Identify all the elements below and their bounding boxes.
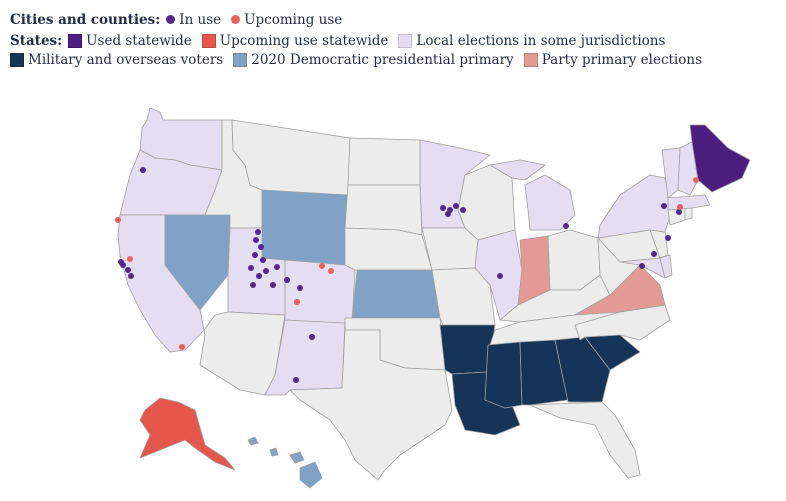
legend: Cities and counties: In use Upcoming use… [10,10,780,69]
local-elections-label: Local elections in some jurisdictions [416,32,666,49]
local-elections-swatch [398,33,413,48]
in-use-marker [255,229,261,235]
upcoming-use-marker [319,263,325,269]
upcoming-use-marker [677,204,683,210]
in-use-marker [258,244,264,250]
state-montana [231,119,351,196]
upcoming-use-marker [328,268,334,274]
in-use-marker [274,264,280,270]
in-use-marker [252,252,258,258]
in-use-marker [270,282,276,288]
in-use-marker [253,237,259,243]
legend-item-upcoming-statewide: Upcoming use statewide [201,32,389,49]
legend-row-states-2: Military and overseas voters 2020 Democr… [10,50,780,69]
used-statewide-swatch [68,33,83,48]
upcoming-statewide-swatch [201,33,216,48]
state-mississippi [484,341,523,409]
in-use-dot-swatch [166,15,176,24]
state-rhode-island [684,207,693,221]
legend-item-upcoming-use: Upcoming use [231,12,342,28]
in-use-marker [453,203,459,209]
cities-header: Cities and counties: [10,11,161,28]
party-primary-swatch [523,52,538,67]
in-use-marker [293,377,299,383]
party-primary-label: Party primary elections [541,51,702,68]
state-delaware [659,254,673,279]
in-use-label: In use [179,11,222,28]
upcoming-use-marker [115,217,121,223]
legend-item-military-overseas: Military and overseas voters [10,52,223,68]
upcoming-dot-swatch [231,15,241,24]
upcoming-use-marker [179,344,185,350]
state-arizona [199,311,286,396]
state-north-dakota [347,137,421,186]
in-use-marker [125,267,131,273]
state-south-dakota [344,184,423,236]
state-massachusetts [667,194,711,211]
legend-item-party-primary: Party primary elections [523,51,702,68]
in-use-marker [250,282,256,288]
state-wisconsin [457,164,516,241]
state-alaska [139,397,236,471]
state-florida [529,401,641,479]
legend-item-in-use: In use [166,12,221,28]
in-use-marker [256,273,262,279]
dem-primary-2020-label: 2020 Democratic presidential primary [251,51,514,68]
upcoming-use-marker [127,256,133,262]
state-michigan [489,159,576,231]
legend-row-cities: Cities and counties: In use Upcoming use [10,10,780,29]
legend-row-states: States: Used statewide Upcoming use stat… [10,31,780,50]
state-kansas [351,269,441,319]
state-wyoming [261,189,349,266]
in-use-marker [118,259,124,265]
states-header: States: [10,32,63,49]
legend-item-dem-primary-2020: 2020 Democratic presidential primary [233,51,514,68]
upcoming-use-marker [294,299,300,305]
state-alabama [519,339,569,406]
in-use-marker [260,257,266,263]
in-use-marker [665,235,671,241]
upcoming-statewide-label: Upcoming use statewide [219,32,389,49]
military-overseas-label: Military and overseas voters [28,51,224,68]
state-nebraska [344,227,433,271]
military-overseas-swatch [10,52,24,67]
in-use-marker [128,273,134,279]
in-use-marker [460,207,466,213]
in-use-marker [140,167,146,173]
in-use-marker [639,263,645,269]
upcoming-use-label: Upcoming use [244,11,343,28]
in-use-marker [263,268,269,274]
in-use-marker [563,223,569,229]
in-use-marker [440,205,446,211]
in-use-marker [676,209,682,215]
in-use-marker [497,273,503,279]
in-use-marker [445,211,451,217]
state-iowa [421,227,479,271]
state-new-york [597,174,673,239]
state-texas [289,329,453,481]
in-use-marker [309,334,315,340]
legend-item-used-statewide: Used statewide [68,33,192,49]
in-use-marker [661,203,667,209]
state-colorado [284,259,356,326]
dem-primary-2020-swatch [233,52,248,67]
used-statewide-label: Used statewide [86,32,192,49]
state-hawaii [247,436,323,489]
in-use-marker [284,277,290,283]
legend-item-local-elections: Local elections in some jurisdictions [398,33,665,49]
in-use-marker [248,265,254,271]
state-new-hampshire [677,141,699,196]
upcoming-use-marker [693,177,699,183]
in-use-marker [651,251,657,257]
in-use-marker [297,285,303,291]
state-maine [689,124,751,193]
